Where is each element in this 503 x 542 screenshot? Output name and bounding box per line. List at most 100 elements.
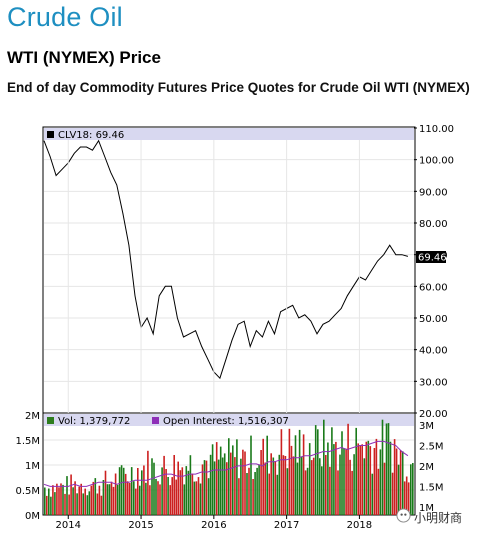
volume-bar (159, 484, 161, 515)
volume-bar (96, 493, 99, 515)
volume-bar (147, 450, 149, 515)
volume-bar (314, 425, 317, 515)
volume-bar (78, 486, 80, 515)
volume-bar (319, 458, 321, 515)
vol-legend-label: Vol: 1,379,772 (58, 416, 130, 427)
volume-bar (90, 485, 93, 515)
volume-bar (262, 438, 264, 515)
volume-bar (68, 494, 70, 515)
volume-bar (185, 466, 188, 515)
volume-bar (410, 464, 412, 515)
volume-bar (110, 481, 113, 515)
price-ytick-label: 110.00 (419, 124, 454, 135)
volume-bar (203, 460, 206, 515)
volume-bar (268, 473, 270, 515)
volume-bar (321, 466, 323, 515)
watermark-icon (396, 508, 411, 523)
volume-bar (88, 491, 91, 515)
price-ytick-label: 50.00 (419, 314, 448, 325)
volume-bar (120, 465, 123, 515)
volume-bar (355, 427, 357, 515)
volume-bar (246, 473, 248, 515)
volume-bar (62, 484, 64, 515)
volume-bar (298, 429, 301, 515)
price-ytick-label: 30.00 (419, 377, 448, 388)
volume-bar (66, 476, 68, 515)
volume-ytick-right-label: 2.5M (419, 441, 444, 452)
volume-bar (395, 448, 398, 515)
volume-bar (104, 470, 107, 515)
volume-bar (333, 444, 335, 515)
volume-bar (361, 444, 363, 515)
xtick-label: 2018 (347, 520, 372, 531)
xtick-label: 2014 (56, 520, 81, 531)
volume-bar (240, 458, 242, 515)
page-title: Crude Oil (7, 2, 123, 32)
volume-bar (387, 423, 390, 515)
volume-bar (236, 439, 238, 515)
volume-bar (317, 429, 319, 515)
volume-bar (412, 463, 414, 515)
volume-bar (153, 462, 155, 515)
volume-bar (108, 484, 111, 515)
price-panel-frame (42, 126, 416, 414)
volume-bar (80, 483, 82, 515)
volume-bar (124, 473, 127, 515)
volume-bar (137, 468, 139, 515)
xtick-label: 2017 (274, 520, 299, 531)
price-series-line (43, 139, 409, 380)
open-interest-line (43, 440, 409, 487)
volume-bar (187, 470, 190, 515)
volume-bar (276, 474, 279, 515)
volume-bar (139, 485, 141, 515)
volume-bar (256, 467, 258, 515)
volume-bar (74, 481, 76, 515)
oi-legend-swatch (152, 417, 159, 424)
volume-bar (260, 450, 262, 515)
volume-bar (118, 467, 121, 515)
volume-bar (339, 454, 341, 515)
volume-bar (189, 455, 192, 515)
volume-bar (54, 492, 56, 515)
volume-ytick-left-label: 2M (25, 411, 40, 422)
price-legend-bar (44, 128, 414, 140)
volume-bar (272, 457, 275, 515)
volume-bar (349, 459, 351, 515)
volume-ytick-left-label: 0M (25, 511, 40, 522)
volume-bar (363, 458, 366, 515)
volume-bar (171, 477, 173, 515)
volume-ytick-left-label: 1M (25, 461, 40, 472)
volume-bar (228, 438, 230, 515)
volume-bar (70, 474, 72, 515)
price-legend-swatch (47, 131, 54, 138)
volume-legend-bar (44, 414, 414, 426)
volume-bar (141, 470, 143, 515)
watermark-text: 小明财商 (414, 511, 463, 525)
volume-bar (234, 457, 236, 515)
volume-bar (44, 487, 46, 515)
volume-bar (391, 472, 394, 515)
volume-bar (213, 461, 216, 515)
volume-bar (149, 485, 151, 515)
volume-bar (175, 479, 177, 515)
volume-bar (369, 446, 372, 515)
volume-bar (201, 464, 204, 515)
volume-bar (211, 444, 214, 515)
volume-bar (385, 423, 388, 515)
volume-bar (323, 419, 325, 515)
volume-bar (207, 478, 210, 515)
volume-bar (290, 445, 293, 515)
vol-legend-swatch (47, 417, 54, 424)
volume-bar (230, 452, 232, 515)
volume-bar (401, 451, 404, 515)
volume-bar (337, 470, 339, 515)
volume-bar (219, 446, 222, 515)
volume-bar (86, 495, 89, 515)
volume-bar (258, 464, 260, 515)
volume-bar (92, 481, 95, 515)
volume-bar (351, 470, 353, 515)
volume-bar (296, 462, 299, 515)
volume-bar (94, 478, 97, 515)
volume-bar (248, 467, 250, 515)
